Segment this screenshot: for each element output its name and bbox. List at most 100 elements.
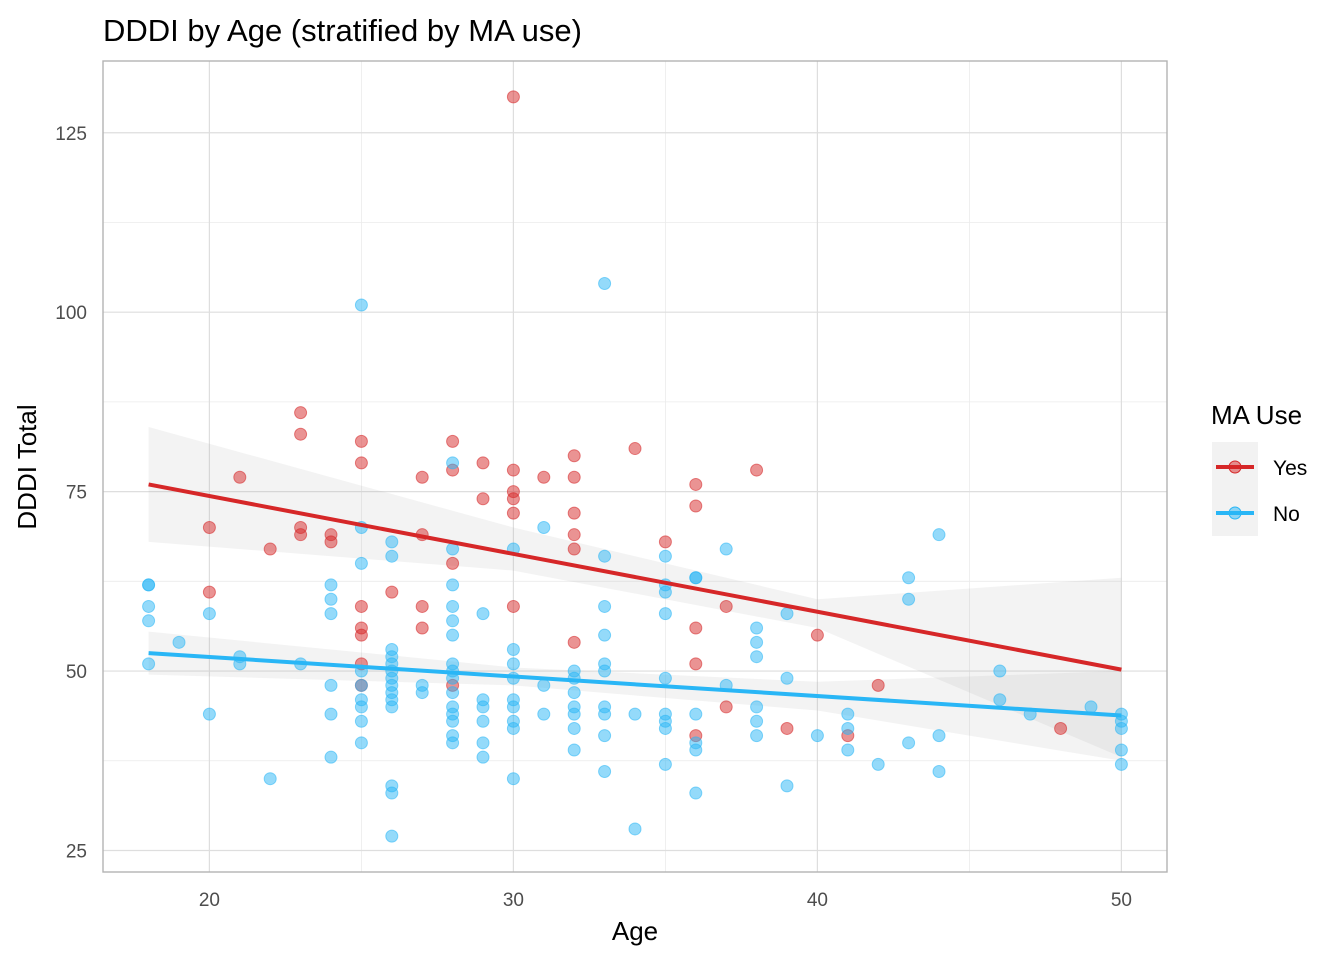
data-point-yes xyxy=(567,506,581,520)
grid-minor xyxy=(103,61,1167,872)
data-point-no xyxy=(841,707,855,721)
data-point-yes xyxy=(689,657,703,671)
data-point-no xyxy=(202,607,216,621)
x-axis-title: Age xyxy=(612,916,658,946)
data-point-no xyxy=(446,736,460,750)
data-point-yes xyxy=(719,700,733,714)
data-point-yes xyxy=(689,621,703,635)
data-point-no xyxy=(902,736,916,750)
data-point-no xyxy=(750,729,764,743)
trend-line-no xyxy=(148,651,1122,718)
data-point-yes xyxy=(506,90,520,104)
legend: MA Use Yes No xyxy=(1211,400,1307,536)
data-point-no xyxy=(1114,757,1128,771)
data-point-no xyxy=(750,650,764,664)
data-point-no xyxy=(1084,700,1098,714)
data-point-yes xyxy=(446,556,460,570)
data-point-no xyxy=(446,686,460,700)
data-point-no xyxy=(446,599,460,613)
data-point-no xyxy=(142,578,156,592)
data-point-no xyxy=(324,707,338,721)
data-point-no xyxy=(354,298,368,312)
data-point-no xyxy=(658,721,672,735)
data-point-no xyxy=(689,743,703,757)
legend-label-yes: Yes xyxy=(1273,457,1307,480)
data-point-no xyxy=(385,700,399,714)
data-point-no xyxy=(506,700,520,714)
data-point-no xyxy=(537,521,551,535)
data-point-no xyxy=(598,664,612,678)
data-point-yes xyxy=(446,434,460,448)
confidence-band-yes xyxy=(148,427,1122,758)
data-point-yes xyxy=(294,528,308,542)
data-point-no xyxy=(537,678,551,692)
data-point-no xyxy=(202,707,216,721)
data-point-yes xyxy=(567,470,581,484)
data-point-no xyxy=(993,693,1007,707)
data-point-no xyxy=(598,599,612,613)
data-point-no xyxy=(476,714,490,728)
data-point-yes xyxy=(476,492,490,506)
data-point-yes xyxy=(689,499,703,513)
data-point-yes xyxy=(476,456,490,470)
legend-items: Yes No xyxy=(1212,442,1307,536)
legend-key-background xyxy=(1212,442,1258,536)
data-point-no xyxy=(932,765,946,779)
data-point-no xyxy=(750,700,764,714)
data-point-no xyxy=(324,750,338,764)
data-point-no xyxy=(567,707,581,721)
data-point-no xyxy=(598,276,612,290)
data-point-no xyxy=(446,614,460,628)
legend-key-point-no xyxy=(1228,506,1242,520)
legend-label-no: No xyxy=(1273,503,1300,526)
data-point-no xyxy=(598,707,612,721)
data-point-no xyxy=(689,571,703,585)
data-point-no xyxy=(902,571,916,585)
data-point-yes xyxy=(354,456,368,470)
y-tick-label: 75 xyxy=(66,483,87,504)
x-axis-ticks: 20 30 40 50 xyxy=(199,890,1132,911)
data-point-no xyxy=(871,757,885,771)
data-point-no xyxy=(598,765,612,779)
data-point-no xyxy=(1114,721,1128,735)
data-point-no xyxy=(506,772,520,786)
data-point-no xyxy=(628,707,642,721)
data-point-no xyxy=(750,635,764,649)
data-point-yes xyxy=(324,535,338,549)
data-point-no xyxy=(446,714,460,728)
data-point-no xyxy=(1114,743,1128,757)
data-point-yes xyxy=(415,470,429,484)
data-point-no xyxy=(689,707,703,721)
data-point-yes xyxy=(385,585,399,599)
data-point-no xyxy=(780,671,794,685)
data-point-no xyxy=(263,772,277,786)
data-point-no xyxy=(537,707,551,721)
data-point-no xyxy=(841,721,855,735)
data-point-no xyxy=(506,643,520,657)
legend-title: MA Use xyxy=(1211,400,1302,430)
data-point-no xyxy=(719,542,733,556)
trend-line-yes xyxy=(148,482,1122,672)
data-point-yes xyxy=(506,599,520,613)
data-point-no xyxy=(750,714,764,728)
data-point-no xyxy=(354,700,368,714)
data-point-yes xyxy=(506,506,520,520)
data-points xyxy=(142,90,1128,843)
data-point-no xyxy=(932,528,946,542)
data-point-no xyxy=(324,578,338,592)
data-point-yes xyxy=(567,542,581,556)
x-tick-label: 30 xyxy=(503,890,524,911)
data-point-no xyxy=(142,599,156,613)
data-point-no xyxy=(658,607,672,621)
data-point-no xyxy=(385,535,399,549)
data-point-no xyxy=(658,549,672,563)
data-point-no xyxy=(567,743,581,757)
data-point-yes xyxy=(294,427,308,441)
data-point-no xyxy=(354,736,368,750)
data-point-no xyxy=(658,585,672,599)
data-point-no xyxy=(476,607,490,621)
data-point-no xyxy=(902,592,916,606)
y-tick-label: 50 xyxy=(66,662,87,683)
data-point-yes xyxy=(750,463,764,477)
data-point-yes xyxy=(202,585,216,599)
